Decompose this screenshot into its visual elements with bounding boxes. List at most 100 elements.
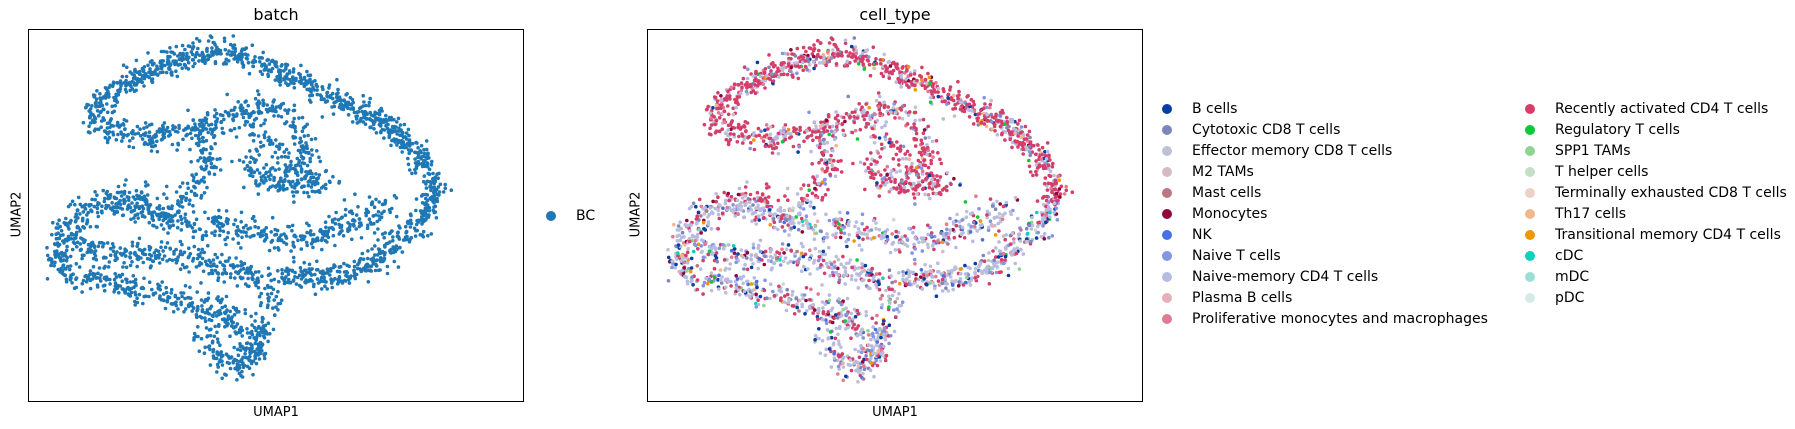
data-point (934, 139, 939, 143)
data-point (251, 122, 256, 126)
data-point (171, 223, 175, 227)
data-point (197, 53, 202, 58)
data-point (365, 256, 370, 261)
data-point (167, 130, 172, 134)
data-point (345, 105, 350, 110)
data-point (771, 146, 775, 151)
data-point (110, 208, 114, 212)
data-point (938, 175, 943, 179)
data-point (232, 325, 237, 329)
data-point (931, 242, 936, 246)
data-point (199, 336, 204, 341)
data-point (858, 160, 863, 165)
data-point (211, 314, 215, 319)
data-point (778, 298, 783, 303)
data-point (135, 81, 139, 86)
data-point (231, 320, 235, 325)
data-point (284, 147, 289, 152)
data-point (95, 206, 100, 211)
data-point (913, 262, 917, 266)
data-point (920, 65, 924, 70)
data-point (294, 171, 298, 175)
data-point (306, 73, 311, 78)
data-point (208, 306, 212, 311)
data-point (199, 165, 203, 169)
data-point (874, 321, 878, 325)
data-point (207, 123, 211, 127)
data-point (239, 57, 243, 62)
data-point (912, 242, 916, 247)
data-point (695, 235, 700, 239)
data-point (779, 72, 784, 77)
data-point (184, 54, 189, 59)
data-point (262, 356, 267, 361)
data-point (812, 261, 816, 265)
data-point (188, 131, 193, 136)
data-point (817, 336, 821, 341)
data-point (926, 193, 931, 197)
data-point (354, 114, 358, 119)
data-point (367, 195, 372, 199)
data-point (207, 328, 212, 332)
data-point (68, 254, 73, 259)
data-point (325, 91, 329, 95)
data-point (96, 244, 101, 249)
data-point (271, 100, 275, 104)
data-point (948, 216, 952, 221)
data-point (78, 248, 83, 252)
data-point (85, 250, 89, 255)
data-point (283, 154, 287, 159)
data-point (967, 280, 972, 284)
data-point (264, 170, 269, 175)
data-point (224, 310, 228, 314)
data-point (130, 201, 134, 205)
data-point (108, 253, 113, 257)
data-point (691, 249, 696, 254)
data-point (170, 214, 175, 219)
data-point (152, 210, 156, 214)
data-point (163, 306, 168, 311)
data-point (290, 268, 295, 273)
data-point (243, 123, 247, 127)
data-point (806, 59, 811, 64)
data-point (156, 249, 161, 254)
data-point (183, 212, 188, 216)
data-point (202, 250, 207, 255)
data-point (95, 210, 100, 215)
data-point (304, 150, 308, 155)
data-point (828, 125, 832, 129)
data-point (295, 178, 300, 183)
data-point (382, 256, 386, 260)
data-point (236, 241, 241, 245)
data-point (253, 59, 258, 64)
data-point (244, 56, 249, 60)
data-point (309, 137, 314, 142)
data-point (86, 247, 91, 251)
data-point (934, 274, 938, 279)
data-point (96, 271, 100, 276)
data-point (158, 287, 162, 292)
data-point (322, 97, 326, 102)
data-point (912, 122, 916, 126)
data-point (200, 256, 205, 261)
data-point (789, 248, 793, 253)
data-point (676, 224, 681, 228)
data-point (142, 247, 147, 252)
data-point (258, 303, 263, 308)
data-point (135, 212, 140, 216)
data-point (182, 57, 187, 61)
data-point (240, 375, 245, 379)
data-point (253, 319, 257, 323)
data-point (269, 167, 273, 171)
data-point (247, 115, 252, 119)
data-point (239, 276, 244, 281)
data-point (268, 177, 272, 182)
data-point (423, 192, 428, 197)
data-point (313, 190, 317, 194)
data-point (138, 134, 143, 138)
data-point (200, 316, 204, 320)
data-point (263, 286, 267, 291)
data-point (195, 127, 200, 131)
data-point (714, 199, 718, 204)
data-point (183, 307, 188, 311)
